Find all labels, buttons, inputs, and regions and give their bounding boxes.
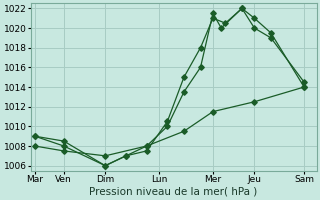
X-axis label: Pression niveau de la mer( hPa ): Pression niveau de la mer( hPa ) <box>90 187 258 197</box>
